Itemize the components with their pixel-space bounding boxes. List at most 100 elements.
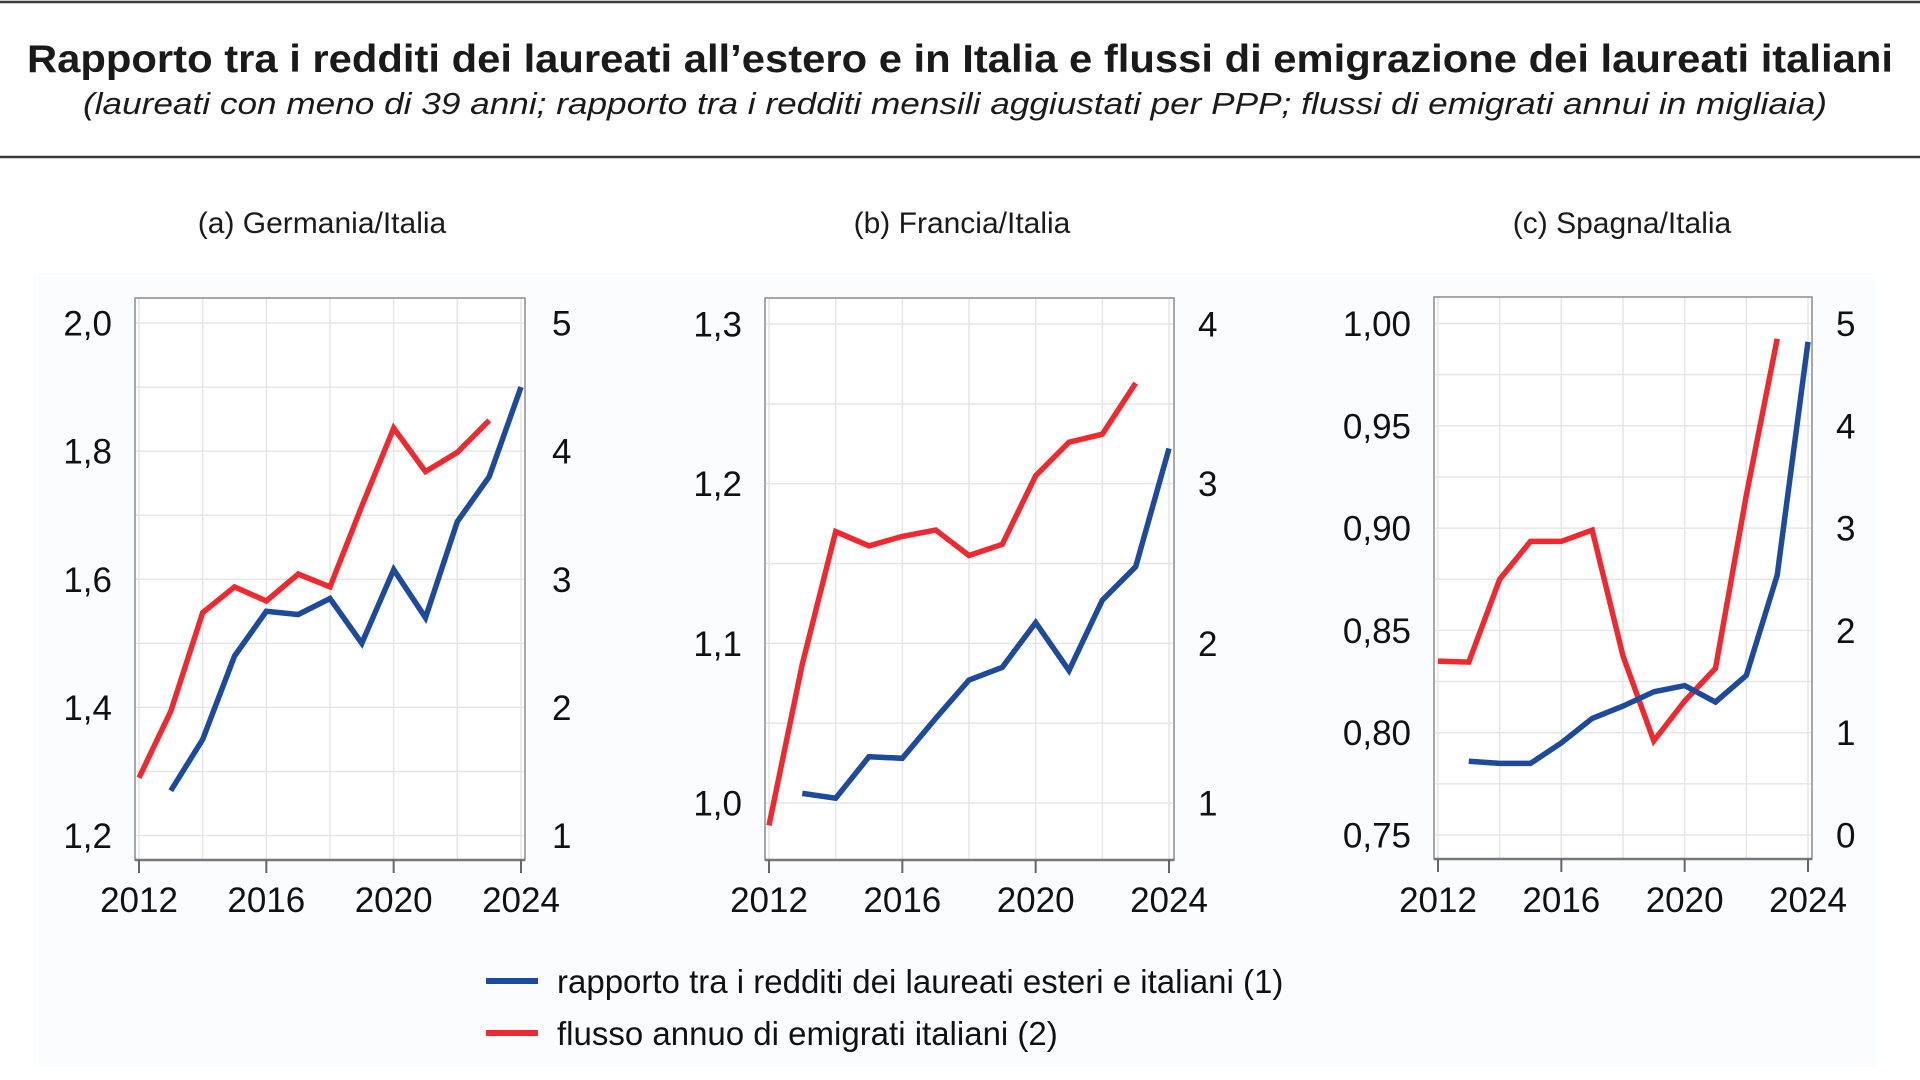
x-tick-label: 2016: [1522, 881, 1600, 920]
x-tick-label: 2012: [1399, 881, 1477, 920]
series-line-flow: [136, 418, 492, 779]
y-left-tick-label: 0,75: [1343, 817, 1411, 856]
data-point-flow: [1713, 666, 1718, 671]
data-point-ratio: [328, 596, 333, 601]
x-tick-label: 2016: [227, 881, 305, 920]
y-left-tick-label: 1,3: [693, 306, 742, 345]
data-point-ratio: [1466, 759, 1471, 764]
data-point-ratio: [391, 567, 396, 572]
panel-title: (b) Francia/Italia: [854, 207, 1071, 240]
data-point-ratio: [933, 716, 938, 721]
data-point-ratio: [1559, 740, 1564, 745]
data-point-ratio: [455, 519, 460, 524]
series-line-ratio: [801, 447, 1172, 802]
panels: (a) Germania/Italia 2012 2016 2020 2024 1,2 1,…: [63, 207, 1855, 920]
y-right-tick-label: 2: [552, 689, 571, 728]
data-point-flow: [296, 572, 301, 577]
data-point-flow: [1000, 542, 1005, 547]
data-point-flow: [900, 534, 905, 539]
data-point-ratio: [519, 385, 524, 390]
data-point-flow: [800, 662, 805, 667]
data-point-flow: [1621, 653, 1626, 658]
x-tick-label: 2012: [730, 881, 808, 920]
data-point-flow: [1528, 539, 1533, 544]
data-point-ratio: [232, 654, 237, 659]
panel-title: (a) Germania/Italia: [198, 207, 447, 240]
data-point-ratio: [1497, 761, 1502, 766]
data-point-flow: [487, 418, 492, 423]
y-right-tick-label: 5: [552, 305, 571, 344]
x-tick-label: 2012: [100, 881, 178, 920]
data-point-ratio: [1033, 620, 1038, 625]
data-point-ratio: [1067, 668, 1072, 673]
x-tick-label: 2020: [355, 881, 433, 920]
data-point-ratio: [168, 788, 173, 793]
data-point-ratio: [1167, 446, 1172, 451]
data-point-flow: [867, 543, 872, 548]
data-point-flow: [200, 610, 205, 615]
y-right-tick-label: 3: [1198, 465, 1217, 504]
data-point-ratio: [833, 796, 838, 801]
y-left-tick-label: 0,90: [1343, 510, 1411, 549]
y-right-tick-label: 2: [1836, 612, 1855, 651]
data-point-ratio: [1133, 564, 1138, 569]
data-point-flow: [1775, 336, 1780, 341]
data-point-ratio: [1528, 761, 1533, 766]
y-right-tick-label: 5: [1836, 305, 1855, 344]
legend: rapporto tra i redditi dei laureati este…: [486, 963, 1283, 1052]
y-left-tick-label: 1,00: [1343, 305, 1411, 344]
x-tick-label: 2024: [482, 881, 560, 920]
data-point-flow: [833, 529, 838, 534]
legend-label-ratio: rapporto tra i redditi dei laureati este…: [557, 963, 1283, 1000]
y-left-tick-label: 0,95: [1343, 407, 1411, 446]
y-right-tick-label: 4: [552, 433, 571, 472]
x-tick-label: 2020: [1646, 881, 1724, 920]
y-left-tick-label: 1,8: [63, 433, 112, 472]
data-point-flow: [391, 426, 396, 431]
y-left-tick-label: 0,85: [1343, 612, 1411, 651]
series-line-flow: [766, 381, 1139, 826]
y-right-tick-label: 4: [1836, 407, 1855, 446]
data-point-ratio: [200, 737, 205, 742]
data-point-ratio: [1651, 689, 1656, 694]
data-point-flow: [423, 469, 428, 474]
data-point-flow: [1133, 381, 1138, 386]
y-left-tick-label: 2,0: [63, 305, 112, 344]
data-point-flow: [1466, 660, 1471, 665]
y-right-tick-label: 1: [552, 817, 571, 856]
data-point-flow: [1497, 577, 1502, 582]
data-point-ratio: [359, 641, 364, 646]
y-left-tick-label: 1,6: [63, 561, 112, 600]
data-point-flow: [767, 823, 772, 828]
x-tick-label: 2020: [997, 881, 1075, 920]
data-point-flow: [1590, 528, 1595, 533]
data-point-ratio: [423, 615, 428, 620]
y-right-tick-label: 1: [1836, 714, 1855, 753]
x-tick-label: 2024: [1130, 881, 1208, 920]
data-point-ratio: [296, 612, 301, 617]
data-point-flow: [1744, 493, 1749, 498]
series-line-ratio: [1468, 341, 1811, 767]
data-point-ratio: [1775, 573, 1780, 578]
x-tick-label: 2024: [1769, 881, 1847, 920]
data-point-ratio: [1682, 683, 1687, 688]
data-point-ratio: [1713, 700, 1718, 705]
panel-title: (c) Spagna/Italia: [1513, 207, 1732, 240]
data-point-flow: [1033, 473, 1038, 478]
panel-germania: (a) Germania/Italia 2012 2016 2020 2024 1,2 1,…: [63, 207, 571, 920]
data-point-flow: [455, 450, 460, 455]
series-line-flow: [1437, 338, 1780, 747]
chart-title: Rapporto tra i redditi dei laureati all’…: [27, 38, 1893, 81]
x-tick-label: 2016: [863, 881, 941, 920]
data-point-ratio: [1000, 665, 1005, 670]
data-point-ratio: [1744, 673, 1749, 678]
y-left-tick-label: 1,4: [63, 689, 112, 728]
data-point-ratio: [867, 754, 872, 759]
data-point-flow: [359, 504, 364, 509]
y-left-tick-label: 1,2: [693, 465, 742, 504]
data-point-flow: [137, 775, 142, 780]
data-point-flow: [232, 584, 237, 589]
data-point-flow: [1559, 539, 1564, 544]
y-left-tick-label: 1,2: [63, 817, 112, 856]
